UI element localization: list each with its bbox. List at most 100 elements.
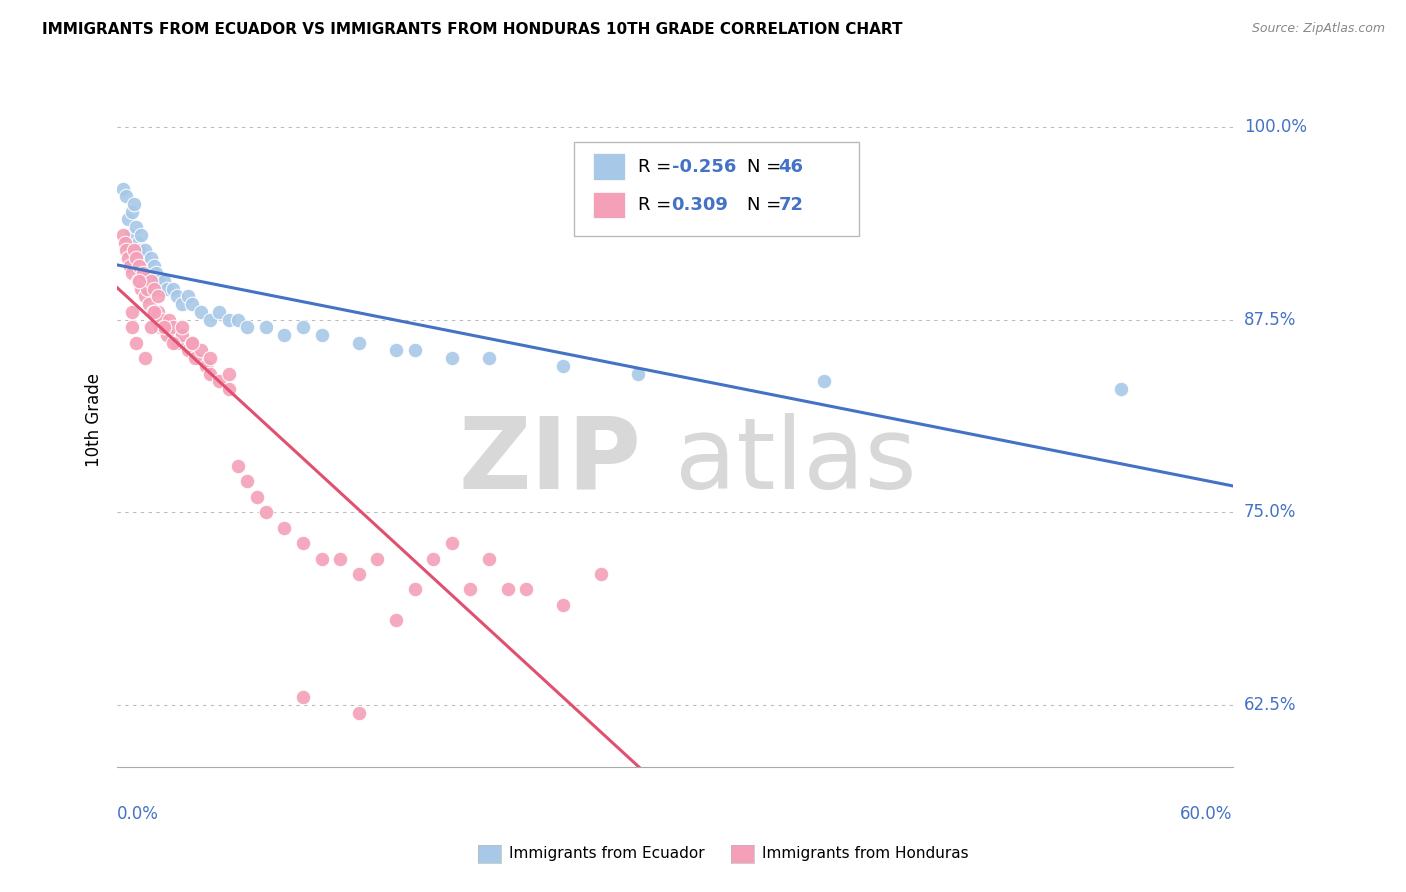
Text: -0.256: -0.256 bbox=[672, 158, 735, 176]
Point bbox=[136, 259, 159, 273]
Point bbox=[218, 312, 240, 326]
Point bbox=[347, 706, 370, 720]
Point bbox=[553, 359, 575, 373]
Point bbox=[121, 305, 143, 319]
Point bbox=[254, 320, 277, 334]
Text: 87.5%: 87.5% bbox=[1244, 310, 1296, 328]
Point bbox=[145, 266, 167, 280]
FancyBboxPatch shape bbox=[575, 143, 859, 236]
Point bbox=[128, 244, 150, 258]
Point bbox=[152, 320, 174, 334]
Text: 60.0%: 60.0% bbox=[1180, 805, 1233, 823]
Point bbox=[146, 274, 169, 288]
Point bbox=[117, 212, 139, 227]
Point bbox=[152, 320, 174, 334]
Point bbox=[190, 305, 212, 319]
Point bbox=[146, 289, 169, 303]
Point bbox=[195, 359, 218, 373]
Text: 0.0%: 0.0% bbox=[117, 805, 159, 823]
Point bbox=[143, 259, 166, 273]
Point bbox=[143, 305, 166, 319]
Point bbox=[120, 259, 142, 273]
Text: IMMIGRANTS FROM ECUADOR VS IMMIGRANTS FROM HONDURAS 10TH GRADE CORRELATION CHART: IMMIGRANTS FROM ECUADOR VS IMMIGRANTS FR… bbox=[42, 22, 903, 37]
Point bbox=[404, 582, 426, 597]
Point bbox=[111, 181, 134, 195]
Point bbox=[292, 536, 315, 550]
Point bbox=[347, 335, 370, 350]
Point bbox=[347, 566, 370, 581]
Point bbox=[150, 312, 173, 326]
Point bbox=[145, 312, 167, 326]
Point bbox=[141, 274, 163, 288]
Text: N =: N = bbox=[748, 195, 787, 214]
Point bbox=[311, 551, 333, 566]
Point bbox=[329, 551, 352, 566]
Point bbox=[128, 274, 150, 288]
Text: N =: N = bbox=[748, 158, 787, 176]
Point bbox=[127, 235, 149, 250]
Text: ZIP: ZIP bbox=[458, 413, 641, 510]
Point bbox=[404, 343, 426, 358]
Point bbox=[236, 320, 259, 334]
Point bbox=[122, 244, 145, 258]
Point bbox=[515, 582, 537, 597]
Point bbox=[121, 320, 143, 334]
Point bbox=[292, 690, 315, 705]
Point bbox=[180, 335, 202, 350]
Point bbox=[1109, 382, 1132, 396]
Text: 46: 46 bbox=[779, 158, 804, 176]
Point bbox=[128, 259, 150, 273]
Point bbox=[111, 227, 134, 242]
Point bbox=[478, 351, 501, 365]
Point bbox=[139, 320, 162, 334]
Point bbox=[190, 343, 212, 358]
Point bbox=[138, 266, 160, 280]
Point bbox=[120, 227, 142, 242]
Point bbox=[115, 244, 138, 258]
Point bbox=[218, 367, 240, 381]
Point bbox=[125, 251, 148, 265]
Point bbox=[138, 297, 160, 311]
Point bbox=[162, 320, 184, 334]
Point bbox=[115, 189, 138, 203]
Point bbox=[152, 274, 174, 288]
Point bbox=[156, 282, 179, 296]
Point bbox=[156, 328, 179, 343]
Point bbox=[143, 282, 166, 296]
Point bbox=[460, 582, 482, 597]
Point bbox=[136, 282, 159, 296]
Point bbox=[125, 220, 148, 235]
Point bbox=[226, 312, 249, 326]
Text: 100.0%: 100.0% bbox=[1244, 118, 1306, 136]
Point bbox=[121, 266, 143, 280]
Point bbox=[813, 374, 835, 388]
Point bbox=[273, 521, 295, 535]
Point bbox=[139, 251, 162, 265]
Point bbox=[198, 312, 221, 326]
Text: 0.309: 0.309 bbox=[672, 195, 728, 214]
Point bbox=[125, 335, 148, 350]
Y-axis label: 10th Grade: 10th Grade bbox=[86, 373, 103, 467]
Point bbox=[180, 335, 202, 350]
Point bbox=[496, 582, 519, 597]
Point bbox=[117, 251, 139, 265]
Point bbox=[208, 374, 231, 388]
Point bbox=[180, 297, 202, 311]
Point bbox=[166, 335, 188, 350]
Point bbox=[149, 282, 172, 296]
Point bbox=[162, 335, 184, 350]
Point bbox=[218, 382, 240, 396]
Point bbox=[177, 289, 200, 303]
Point bbox=[172, 297, 194, 311]
Point bbox=[226, 458, 249, 473]
Point bbox=[273, 328, 295, 343]
Point bbox=[254, 505, 277, 519]
Text: R =: R = bbox=[638, 158, 678, 176]
Point bbox=[385, 613, 408, 627]
Point bbox=[627, 367, 650, 381]
Point bbox=[132, 251, 155, 265]
Point bbox=[440, 351, 463, 365]
Point bbox=[127, 274, 149, 288]
Text: Immigrants from Ecuador: Immigrants from Ecuador bbox=[509, 847, 704, 861]
Point bbox=[134, 351, 156, 365]
